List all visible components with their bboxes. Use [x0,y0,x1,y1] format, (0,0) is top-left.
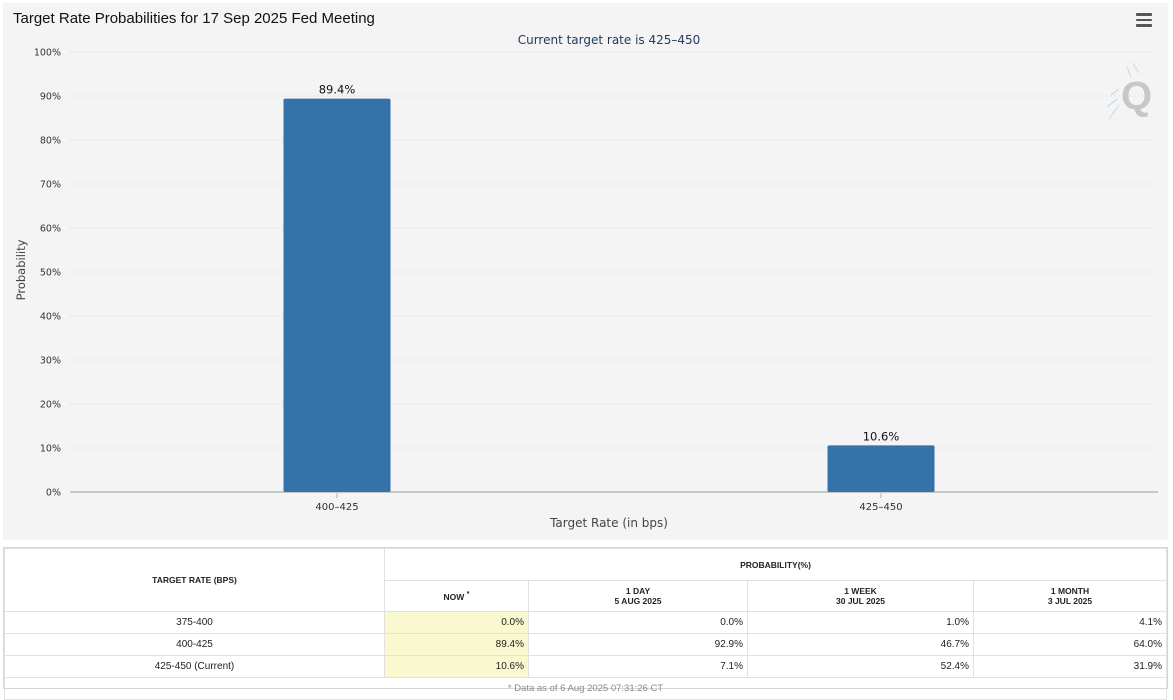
y-tick-label: 50% [40,268,61,279]
col-now-label: NOW [443,591,465,602]
y-tick-label: 90% [40,92,61,103]
col-1week-label: 1 WEEK [844,586,877,596]
col-1day-header: 1 DAY 5 AUG 2025 [528,580,748,612]
y-tick-label: 70% [40,180,61,191]
table-row: 375-400 0.0% 0.0% 1.0% 4.1% [4,611,1167,634]
now-footnote-marker: * [466,591,470,599]
target-rate-header: TARGET RATE (BPS) [4,548,385,612]
chart-title: Target Rate Probabilities for 17 Sep 202… [13,10,375,27]
col-1week-date: 30 JUL 2025 [836,596,885,606]
probability-table-container: TARGET RATE (BPS) PROBABILITY(%) NOW * 1… [3,547,1168,700]
data-label: 89.4% [319,83,356,97]
col-1day-date: 5 AUG 2025 [614,596,662,606]
y-axis-title: Probability [14,239,28,300]
1week-value-cell: 46.7% [747,633,974,656]
y-tick-label: 60% [40,224,61,235]
data-timestamp-footnote: * Data as of 6 Aug 2025 07:31:26 CT [4,677,1167,700]
table-row: 425-450 (Current) 10.6% 7.1% 52.4% 31.9% [4,655,1167,678]
probability-header: PROBABILITY(%) [384,548,1167,581]
1day-value-cell: 92.9% [528,633,748,656]
y-tick-label: 20% [40,400,61,411]
col-1week-header: 1 WEEK 30 JUL 2025 [747,580,974,612]
rate-cell: 400-425 [4,633,385,656]
y-tick-label: 10% [40,444,61,455]
table-row: 400-425 89.4% 92.9% 46.7% 64.0% [4,633,1167,656]
data-label: 10.6% [863,429,900,443]
col-now-header: NOW * [384,580,529,612]
probability-table: TARGET RATE (BPS) PROBABILITY(%) NOW * 1… [4,548,1167,700]
y-tick-label: 40% [40,312,61,323]
rate-cell: 375-400 [4,611,385,634]
bar [283,98,391,492]
bar-chart: Current target rate is 425–450 0% 10% 20% 30… [14,33,1158,530]
now-value-cell: 0.0% [384,611,529,634]
chart-panel: Target Rate Probabilities for 17 Sep 202… [3,3,1168,540]
x-tick-label: 400–425 [315,502,358,513]
col-1day-label: 1 DAY [625,586,651,596]
1week-value-cell: 52.4% [747,655,974,678]
1day-value-cell: 7.1% [528,655,748,678]
x-axis-title: Target Rate (in bps) [549,516,668,530]
hamburger-menu-icon[interactable] [1136,13,1152,27]
col-1month-header: 1 MONTH 3 JUL 2025 [973,580,1167,612]
now-value-cell: 89.4% [384,633,529,656]
rate-cell: 425-450 (Current) [4,655,385,678]
bar [827,445,935,492]
y-tick-label: 80% [40,136,61,147]
col-1month-label: 1 MONTH [1050,586,1090,596]
x-tick-label: 425–450 [859,502,902,513]
1day-value-cell: 0.0% [528,611,748,634]
y-tick-label: 100% [34,48,61,59]
y-tick-label: 30% [40,356,61,367]
1month-value-cell: 31.9% [973,655,1167,678]
1week-value-cell: 1.0% [747,611,974,634]
chart-subtitle: Current target rate is 425–450 [518,33,701,47]
now-value-cell: 10.6% [384,655,529,678]
col-1month-date: 3 JUL 2025 [1047,596,1093,606]
y-tick-label: 0% [46,488,61,499]
1month-value-cell: 4.1% [973,611,1167,634]
1month-value-cell: 64.0% [973,633,1167,656]
